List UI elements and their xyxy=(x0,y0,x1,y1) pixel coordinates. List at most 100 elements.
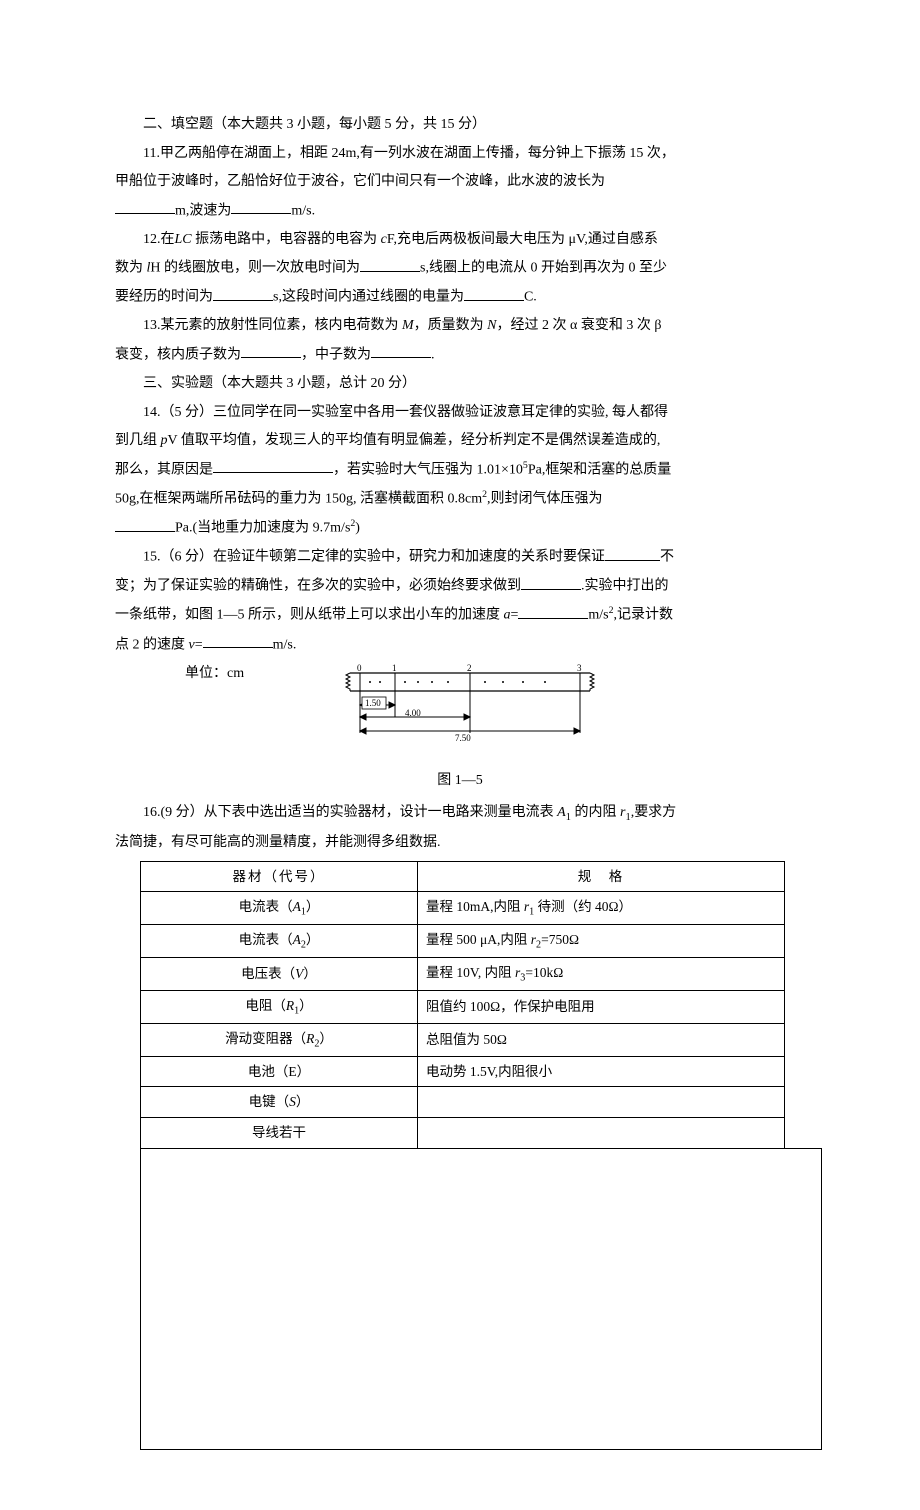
meas-3: 7.50 xyxy=(455,733,471,743)
th-equip: 器材（代号） xyxy=(141,861,418,892)
q12-t10: C. xyxy=(524,290,537,305)
q14-blank2 xyxy=(115,515,175,531)
q12-t3: F,充电后两极板间最大电压为 xyxy=(387,232,569,247)
page: 二、填空题（本大题共 3 小题，每小题 5 分，共 15 分） 11.甲乙两船停… xyxy=(0,0,920,1510)
table-row: 电池（E）电动势 1.5V,内阻很小 xyxy=(141,1056,785,1087)
spec-cell: 总阻值为 50Ω xyxy=(418,1023,785,1056)
q11-line3: m,波速为m/s. xyxy=(115,198,805,225)
figure-1-5: 0123 1.50 4.00 7.50 xyxy=(340,661,600,761)
q13-line1: 13.某元素的放射性同位素，核内电荷数为 M，质量数为 N，经过 2 次 α 衰… xyxy=(115,313,805,340)
q14-line2: 到几组 pV 值取平均值，发现三人的平均值有明显偏差，经分析判定不是偶然误差造成… xyxy=(115,428,805,455)
q14-t8: Pa.(当地重力加速度为 9.7m/s xyxy=(175,521,350,536)
q16-line1: 16.(9 分）从下表中选出适当的实验器材，设计一电路来测量电流表 A1 的内阻… xyxy=(115,800,805,828)
q15-eq1: = xyxy=(511,608,519,623)
equip-cell: 电流表（A2） xyxy=(141,925,418,958)
q15-t7: ,记录计数 xyxy=(614,608,674,623)
q13-line2: 衰变，核内质子数为，中子数为. xyxy=(115,342,805,369)
q14-t4: ，若实验时大气压强为 1.01×10 xyxy=(333,462,523,477)
spec-cell: 量程 500 μA,内阻 r2=750Ω xyxy=(418,925,785,958)
q14-pv: p xyxy=(161,433,168,448)
spec-cell: 阻值约 100Ω，作保护电阻用 xyxy=(418,990,785,1023)
q16-A: A xyxy=(557,805,566,820)
q13-N: N xyxy=(487,318,496,333)
q14-t9: ) xyxy=(355,521,360,536)
q15-eq2: = xyxy=(195,637,203,652)
q15-t6: m/s xyxy=(588,608,608,623)
q16-t1: 16.(9 分）从下表中选出适当的实验器材，设计一电路来测量电流表 xyxy=(143,805,557,820)
table-row: 电压表（V）量程 10V, 内阻 r3=10kΩ xyxy=(141,958,785,991)
q14-line4: 50g,在框架两端所吊砝码的重力为 150g, 活塞横截面积 0.8cm2,则封… xyxy=(115,486,805,513)
q13-t2: ，质量数为 xyxy=(414,318,488,333)
svg-text:0: 0 xyxy=(357,663,362,673)
q14-t6: 50g,在框架两端所吊砝码的重力为 150g, 活塞横截面积 0.8cm xyxy=(115,492,482,507)
th-spec: 规 格 xyxy=(418,861,785,892)
table-row: 滑动变阻器（R2）总阻值为 50Ω xyxy=(141,1023,785,1056)
q14-blank1 xyxy=(213,457,333,473)
q14-line3: 那么，其原因是，若实验时大气压强为 1.01×105Pa,框架和活塞的总质量 xyxy=(115,457,805,484)
equip-cell: 电池（E） xyxy=(141,1056,418,1087)
q15-line3: 一条纸带，如图 1—5 所示，则从纸带上可以求出小车的加速度 a=m/s2,记录… xyxy=(115,602,805,629)
q13-t1: 13.某元素的放射性同位素，核内电荷数为 xyxy=(143,318,402,333)
q12-t2: 振荡电路中，电容器的电容为 xyxy=(192,232,381,247)
spec-cell xyxy=(418,1087,785,1118)
q13-t3: ，经过 2 次 α 衰变和 3 次 β xyxy=(497,318,662,333)
q12-t4: V,通过自感系 xyxy=(576,232,658,247)
q15-blank1 xyxy=(605,544,660,560)
q13-blank2 xyxy=(371,342,431,358)
table-row: 电流表（A2）量程 500 μA,内阻 r2=750Ω xyxy=(141,925,785,958)
q15-t9: m/s. xyxy=(273,637,297,652)
q11-blank2 xyxy=(231,198,291,214)
q11-blank1 xyxy=(115,198,175,214)
figure-1-5-wrap: 单位：cm 0123 1.50 4.00 7.50 xyxy=(115,661,805,766)
q15-t2: 不 xyxy=(660,550,674,565)
q14-t1: 到几组 xyxy=(115,433,161,448)
q12-lc: LC xyxy=(175,232,192,247)
q14-t7: ,则封闭气体压强为 xyxy=(487,492,603,507)
q12-t6: H 的线圈放电，则一次放电时间为 xyxy=(150,261,360,276)
q11-line2: 甲船位于波峰时，乙船恰好位于波谷，它们中间只有一个波峰，此水波的波长为 xyxy=(115,169,805,196)
q14-line1: 14.（5 分）三位同学在同一实验室中各用一套仪器做验证波意耳定律的实验, 每人… xyxy=(115,400,805,427)
q13-blank1 xyxy=(241,342,301,358)
unit-label: 单位：cm xyxy=(185,661,244,688)
q16-t2: 的内阻 xyxy=(571,805,620,820)
equip-cell: 电压表（V） xyxy=(141,958,418,991)
spec-cell: 电动势 1.5V,内阻很小 xyxy=(418,1056,785,1087)
meas-1: 1.50 xyxy=(365,698,381,708)
spec-cell: 量程 10mA,内阻 r1 待测（约 40Ω） xyxy=(418,892,785,925)
q12-blank3 xyxy=(464,284,524,300)
q12-line1: 12.在LC 振荡电路中，电容器的电容为 cF,充电后两极板间最大电压为 μV,… xyxy=(115,227,805,254)
svg-text:1: 1 xyxy=(392,663,397,673)
table-row: 导线若干 xyxy=(141,1118,785,1149)
equipment-table: 器材（代号） 规 格 电流表（A1）量程 10mA,内阻 r1 待测（约 40Ω… xyxy=(140,861,785,1149)
q11-line1: 11.甲乙两船停在湖面上，相距 24m,有一列水波在湖面上传播，每分钟上下振荡 … xyxy=(115,141,805,168)
q15-blank2 xyxy=(521,573,581,589)
figure-caption: 图 1—5 xyxy=(115,768,805,795)
q15-blank3 xyxy=(518,603,588,619)
q12-t9: s,这段时间内通过线圈的电量为 xyxy=(273,290,464,305)
equip-cell: 滑动变阻器（R2） xyxy=(141,1023,418,1056)
q12-line3: 要经历的时间为s,这段时间内通过线圈的电量为C. xyxy=(115,284,805,311)
spec-cell: 量程 10V, 内阻 r3=10kΩ xyxy=(418,958,785,991)
equip-cell: 电键（S） xyxy=(141,1087,418,1118)
q12-t7: s,线圈上的电流从 0 开始到再次为 0 至少 xyxy=(420,261,667,276)
table-row: 电流表（A1）量程 10mA,内阻 r1 待测（约 40Ω） xyxy=(141,892,785,925)
q11-mid: m,波速为 xyxy=(175,203,231,218)
table-header-row: 器材（代号） 规 格 xyxy=(141,861,785,892)
section3-heading: 三、实验题（本大题共 3 小题，总计 20 分） xyxy=(115,371,805,398)
q16-t3: ,要求方 xyxy=(631,805,677,820)
q15-line1: 15.（6 分）在验证牛顿第二定律的实验中，研究力和加速度的关系时要保证不 xyxy=(115,544,805,571)
q15-blank4 xyxy=(203,632,273,648)
equip-cell: 导线若干 xyxy=(141,1118,418,1149)
table-row: 电阻（R1）阻值约 100Ω，作保护电阻用 xyxy=(141,990,785,1023)
q13-t5: ，中子数为 xyxy=(301,347,371,362)
q14-t5: Pa,框架和活塞的总质量 xyxy=(528,462,672,477)
equip-cell: 电流表（A1） xyxy=(141,892,418,925)
q14-line5: Pa.(当地重力加速度为 9.7m/s2) xyxy=(115,515,805,542)
q13-t4: 衰变，核内质子数为 xyxy=(115,347,241,362)
q14-t2: V 值取平均值，发现三人的平均值有明显偏差，经分析判定不是偶然误差造成的, xyxy=(168,433,661,448)
table-row: 电键（S） xyxy=(141,1087,785,1118)
q15-line2: 变；为了保证实验的精确性，在多次的实验中，必须始终要求做到.实验中打出的 xyxy=(115,573,805,600)
q12-blank1 xyxy=(360,255,420,271)
meas-2: 4.00 xyxy=(405,708,421,718)
q15-t8: 点 2 的速度 xyxy=(115,637,189,652)
